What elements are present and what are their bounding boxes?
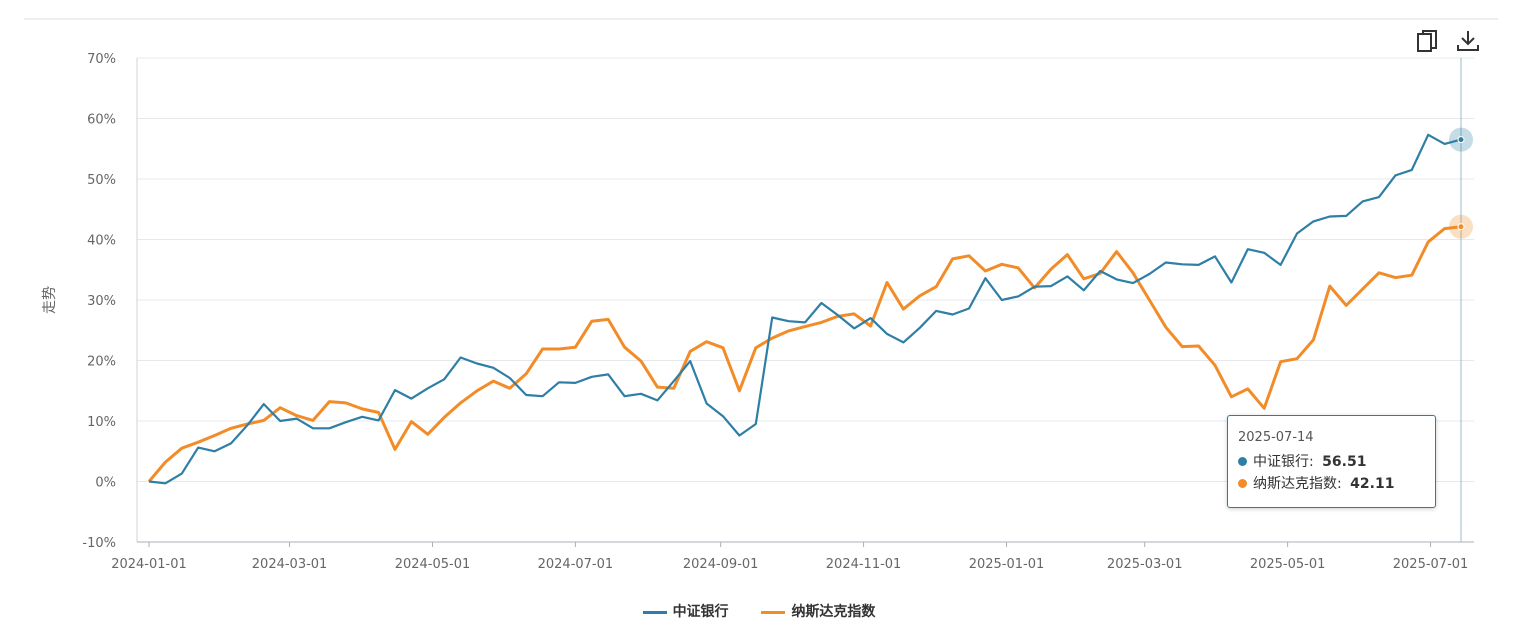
y-tick-label: -10% xyxy=(82,536,116,551)
tooltip-series-value: 56.51 xyxy=(1322,454,1367,470)
legend-item-bank[interactable]: 中证银行 xyxy=(642,601,729,621)
x-tick-label: 2025-03-01 xyxy=(1107,557,1183,572)
x-tick-label: 2024-11-01 xyxy=(826,557,902,572)
tooltip-series-value: 42.11 xyxy=(1350,476,1395,492)
y-tick-label: 60% xyxy=(87,113,116,128)
y-axis-label: 走势 xyxy=(42,286,58,314)
tooltip-date: 2025-07-14 xyxy=(1238,430,1314,445)
y-tick-label: 50% xyxy=(87,173,116,188)
hover-marker-dot xyxy=(1457,136,1465,144)
tooltip-row-bank: 中证银行: 56.51 xyxy=(1238,451,1435,473)
y-tick-label: 30% xyxy=(87,294,116,309)
tooltip-series-name: 纳斯达克指数 xyxy=(1253,476,1337,492)
hover-markers xyxy=(1449,127,1473,239)
x-tick-label: 2024-05-01 xyxy=(395,557,471,572)
x-tick-label: 2024-07-01 xyxy=(538,557,614,572)
x-tick-label: 2025-05-01 xyxy=(1250,557,1326,572)
legend-swatch xyxy=(761,610,786,614)
legend-label: 中证银行 xyxy=(672,604,729,620)
legend-label: 纳斯达克指数 xyxy=(791,604,876,620)
series-group xyxy=(147,133,1462,485)
x-tick-label: 2024-03-01 xyxy=(252,557,328,572)
grid-lines xyxy=(136,57,1474,543)
x-tick-label: 2025-01-01 xyxy=(969,557,1045,572)
y-axis: -10% 0% 10% 20% 30% 40% 50% 60% 70% xyxy=(82,52,116,551)
x-axis: 2024-01-01 2024-03-01 2024-05-01 2024-07-01… xyxy=(111,542,1468,572)
y-tick-label: 0% xyxy=(95,476,116,491)
legend: 中证银行 纳斯达克指数 xyxy=(0,601,1518,621)
copy-button[interactable] xyxy=(1414,28,1442,54)
tooltip-row-nasdaq: 纳斯达克指数: 42.11 xyxy=(1238,473,1435,495)
legend-item-nasdaq[interactable]: 纳斯达克指数 xyxy=(761,601,875,621)
y-tick-label: 40% xyxy=(87,234,116,249)
hover-marker-dot xyxy=(1457,223,1465,231)
x-tick-label: 2024-01-01 xyxy=(111,557,187,572)
y-tick-label: 10% xyxy=(87,415,116,430)
tooltip: 2025-07-14 中证银行: 56.51 纳斯达克指数: 42.11 xyxy=(1227,415,1436,508)
download-button[interactable] xyxy=(1454,28,1482,54)
legend-swatch xyxy=(642,610,667,614)
x-tick-label: 2025-07-01 xyxy=(1393,557,1469,572)
y-tick-label: 70% xyxy=(87,52,116,67)
y-tick-label: 20% xyxy=(87,355,116,370)
series-dot-icon xyxy=(1238,479,1247,488)
series-dot-icon xyxy=(1238,457,1247,466)
series-line-nasdaq xyxy=(147,225,1462,483)
series-line-bank xyxy=(148,133,1462,485)
download-icon xyxy=(1457,31,1479,51)
tooltip-series-name: 中证银行 xyxy=(1253,454,1309,470)
copy-icon xyxy=(1417,30,1437,52)
x-tick-label: 2024-09-01 xyxy=(683,557,759,572)
